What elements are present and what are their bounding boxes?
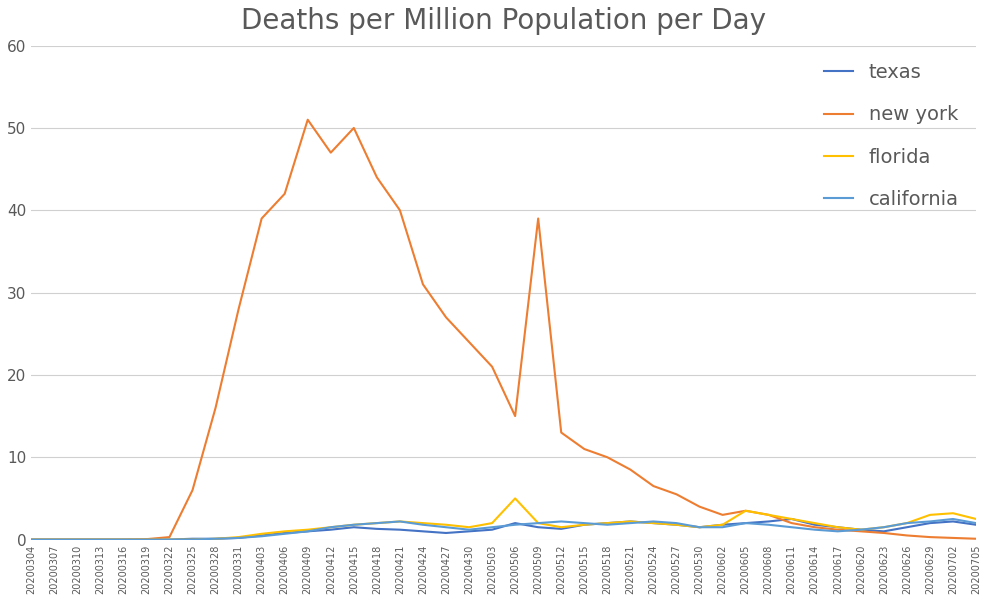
Title: Deaths per Million Population per Day: Deaths per Million Population per Day — [241, 7, 766, 35]
Line: florida: florida — [32, 498, 976, 540]
Legend: texas, new york, florida, california: texas, new york, florida, california — [816, 55, 966, 217]
Line: new york: new york — [32, 120, 976, 540]
Line: california: california — [32, 519, 976, 540]
Line: texas: texas — [32, 519, 976, 540]
